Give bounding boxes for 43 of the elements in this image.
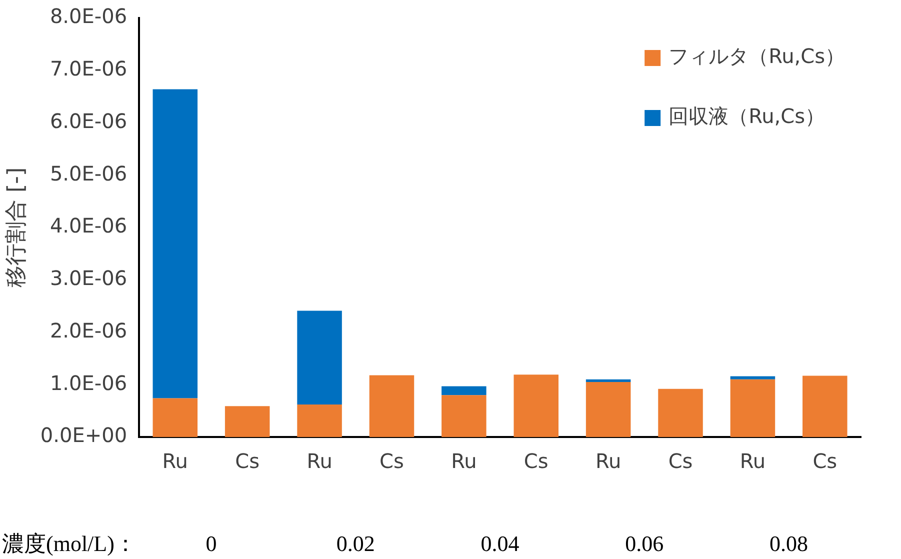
bar <box>152 398 198 437</box>
bar <box>369 375 414 437</box>
x-tick-label: Cs <box>380 449 404 474</box>
y-tick-label: 0.0E+00 <box>40 423 128 448</box>
bar <box>658 388 703 437</box>
x-tick-label: Cs <box>812 449 838 474</box>
bar <box>730 376 776 380</box>
x-tick-label: Ru <box>306 449 332 474</box>
x-tick-label: Cs <box>235 449 260 474</box>
legend-label: フィルタ（Ru,Cs） <box>668 44 846 68</box>
y-tick-label: 3.0E-06 <box>50 266 128 290</box>
bar <box>442 386 486 396</box>
y-tick-label: 2.0E-06 <box>50 318 128 342</box>
y-tick-label: 7.0E-06 <box>50 56 128 81</box>
y-tick-label: 4.0E-06 <box>50 214 128 238</box>
bar <box>442 395 486 437</box>
x-tick-label: Ru <box>451 449 477 474</box>
text: 0.08 <box>770 530 808 556</box>
x-tick-label: Ru <box>162 449 188 474</box>
bar <box>586 379 631 382</box>
y-tick-label: 1.0E-06 <box>50 370 128 395</box>
x-tick-label: Ru <box>740 449 766 474</box>
text: 0.02 <box>336 530 375 556</box>
bar <box>224 406 270 437</box>
y-tick-label: 6.0E-06 <box>50 108 128 133</box>
bar <box>297 404 342 437</box>
text: 0 <box>206 530 217 556</box>
x-tick-label: Cs <box>668 449 693 474</box>
bar <box>802 376 848 437</box>
y-tick-label: 5.0E-06 <box>50 161 128 186</box>
legend-label: 回収液（Ru,Cs） <box>668 104 826 128</box>
bar <box>152 89 198 398</box>
text: 0.04 <box>480 530 520 556</box>
bar <box>297 310 342 405</box>
bar <box>586 382 631 437</box>
bar <box>514 374 559 437</box>
text: 0.06 <box>625 530 664 556</box>
y-tick-label: 8.0E-06 <box>50 4 128 28</box>
y-axis-title: 移行割合 [-] <box>4 167 29 288</box>
bar <box>730 379 776 437</box>
x-tick-label: Ru <box>595 449 622 474</box>
x-tick-label: Cs <box>524 449 548 474</box>
text: 濃度(mol/L)： <box>2 530 136 556</box>
